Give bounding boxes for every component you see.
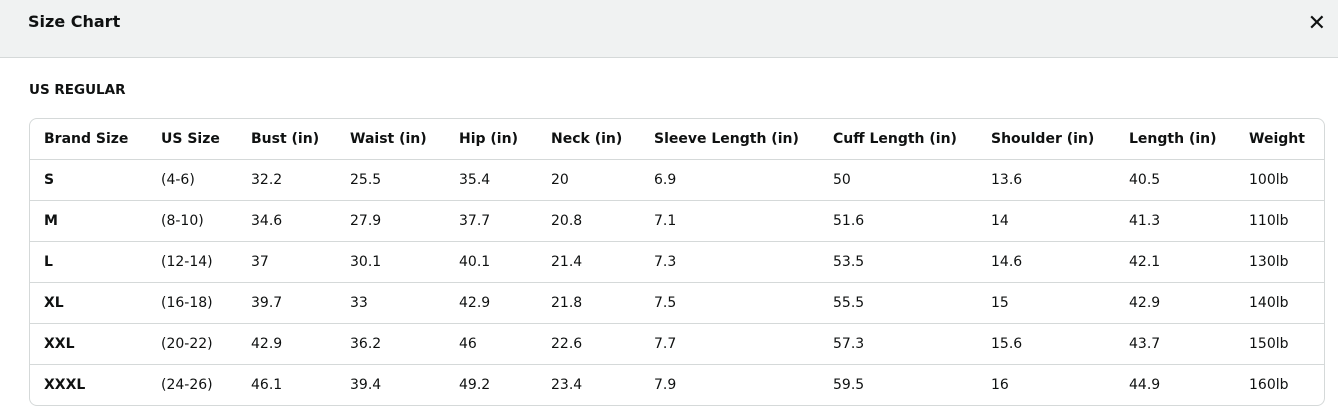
table-cell: 37.7 <box>445 200 537 242</box>
column-header: Sleeve Length (in) <box>654 131 799 147</box>
table-row: XXL (20-22) 42.9 36.2 46 22.6 7.7 57.3 15.6 43.7 1… <box>30 323 1324 365</box>
table-cell: 40.5 <box>1115 159 1235 201</box>
table-cell: 14.6 <box>977 241 1115 283</box>
column-header: Waist (in) <box>350 131 427 147</box>
table-cell: 32.2 <box>237 159 336 201</box>
table-cell: (12-14) <box>147 241 237 283</box>
table-cell: 30.1 <box>336 241 445 283</box>
modal-title: Size Chart <box>28 12 121 31</box>
modal-header: Size Chart ✕ <box>0 0 1338 58</box>
table-header-row: Brand Size US Size Bust (in) Waist (in) Hip … <box>30 119 1324 160</box>
table-cell: 130lb <box>1235 241 1324 283</box>
table-cell: 51.6 <box>819 200 977 242</box>
size-table-container: Brand Size US Size Bust (in) Waist (in) Hip … <box>29 118 1325 406</box>
table-cell: XXXL <box>30 364 147 405</box>
column-header: Weight <box>1249 131 1305 147</box>
table-cell: 41.3 <box>1115 200 1235 242</box>
table-cell: (20-22) <box>147 323 237 365</box>
table-cell: (4-6) <box>147 159 237 201</box>
table-cell: 160lb <box>1235 364 1324 405</box>
table-row: XL (16-18) 39.7 33 42.9 21.8 7.5 55.5 15 42.9 140l… <box>30 282 1324 324</box>
table-cell: 40.1 <box>445 241 537 283</box>
table-cell: 57.3 <box>819 323 977 365</box>
table-cell: 53.5 <box>819 241 977 283</box>
table-cell: M <box>30 200 147 242</box>
table-cell: 37 <box>237 241 336 283</box>
table-cell: 14 <box>977 200 1115 242</box>
table-cell: 23.4 <box>537 364 640 405</box>
table-cell: S <box>30 159 147 201</box>
column-header: US Size <box>161 131 220 147</box>
table-cell: 59.5 <box>819 364 977 405</box>
table-cell: 13.6 <box>977 159 1115 201</box>
table-cell: 7.7 <box>640 323 819 365</box>
table-cell: 36.2 <box>336 323 445 365</box>
table-cell: 15 <box>977 282 1115 324</box>
table-cell: 49.2 <box>445 364 537 405</box>
table-cell: XXL <box>30 323 147 365</box>
table-cell: 42.9 <box>1115 282 1235 324</box>
table-cell: L <box>30 241 147 283</box>
column-header: Brand Size <box>44 131 129 147</box>
column-header: Bust (in) <box>251 131 320 147</box>
column-header: Cuff Length (in) <box>833 131 957 147</box>
table-cell: 46 <box>445 323 537 365</box>
table-cell: 110lb <box>1235 200 1324 242</box>
table-cell: 44.9 <box>1115 364 1235 405</box>
table-cell: XL <box>30 282 147 324</box>
table-cell: 42.9 <box>445 282 537 324</box>
table-cell: 55.5 <box>819 282 977 324</box>
table-cell: 42.1 <box>1115 241 1235 283</box>
column-header: Neck (in) <box>551 131 623 147</box>
close-icon[interactable]: ✕ <box>1307 11 1326 36</box>
table-cell: 25.5 <box>336 159 445 201</box>
table-cell: (16-18) <box>147 282 237 324</box>
table-cell: 6.9 <box>640 159 819 201</box>
column-header: Shoulder (in) <box>991 131 1095 147</box>
table-cell: 39.7 <box>237 282 336 324</box>
table-cell: 21.8 <box>537 282 640 324</box>
column-header: Hip (in) <box>459 131 518 147</box>
table-cell: 7.5 <box>640 282 819 324</box>
table-cell: 46.1 <box>237 364 336 405</box>
size-table: Brand Size US Size Bust (in) Waist (in) Hip … <box>30 119 1324 405</box>
table-cell: 7.9 <box>640 364 819 405</box>
table-row: S (4-6) 32.2 25.5 35.4 20 6.9 50 13.6 40.5 100lb <box>30 159 1324 201</box>
table-cell: 39.4 <box>336 364 445 405</box>
column-header: Length (in) <box>1129 131 1217 147</box>
table-cell: 21.4 <box>537 241 640 283</box>
table-cell: 20.8 <box>537 200 640 242</box>
table-cell: 7.3 <box>640 241 819 283</box>
table-cell: 150lb <box>1235 323 1324 365</box>
table-cell: 22.6 <box>537 323 640 365</box>
table-cell: 140lb <box>1235 282 1324 324</box>
table-cell: 42.9 <box>237 323 336 365</box>
table-cell: 33 <box>336 282 445 324</box>
table-cell: 27.9 <box>336 200 445 242</box>
table-row: L (12-14) 37 30.1 40.1 21.4 7.3 53.5 14.6 42.1 130… <box>30 241 1324 283</box>
table-cell: 16 <box>977 364 1115 405</box>
table-cell: 34.6 <box>237 200 336 242</box>
table-cell: 20 <box>537 159 640 201</box>
table-cell: 35.4 <box>445 159 537 201</box>
section-title: US REGULAR <box>29 82 126 98</box>
table-cell: (24-26) <box>147 364 237 405</box>
table-cell: (8-10) <box>147 200 237 242</box>
table-cell: 15.6 <box>977 323 1115 365</box>
table-row: XXXL (24-26) 46.1 39.4 49.2 23.4 7.9 59.5 16 44.9… <box>30 364 1324 405</box>
table-cell: 50 <box>819 159 977 201</box>
table-cell: 7.1 <box>640 200 819 242</box>
table-row: M (8-10) 34.6 27.9 37.7 20.8 7.1 51.6 14 41.3 110l… <box>30 200 1324 242</box>
table-cell: 100lb <box>1235 159 1324 201</box>
table-cell: 43.7 <box>1115 323 1235 365</box>
